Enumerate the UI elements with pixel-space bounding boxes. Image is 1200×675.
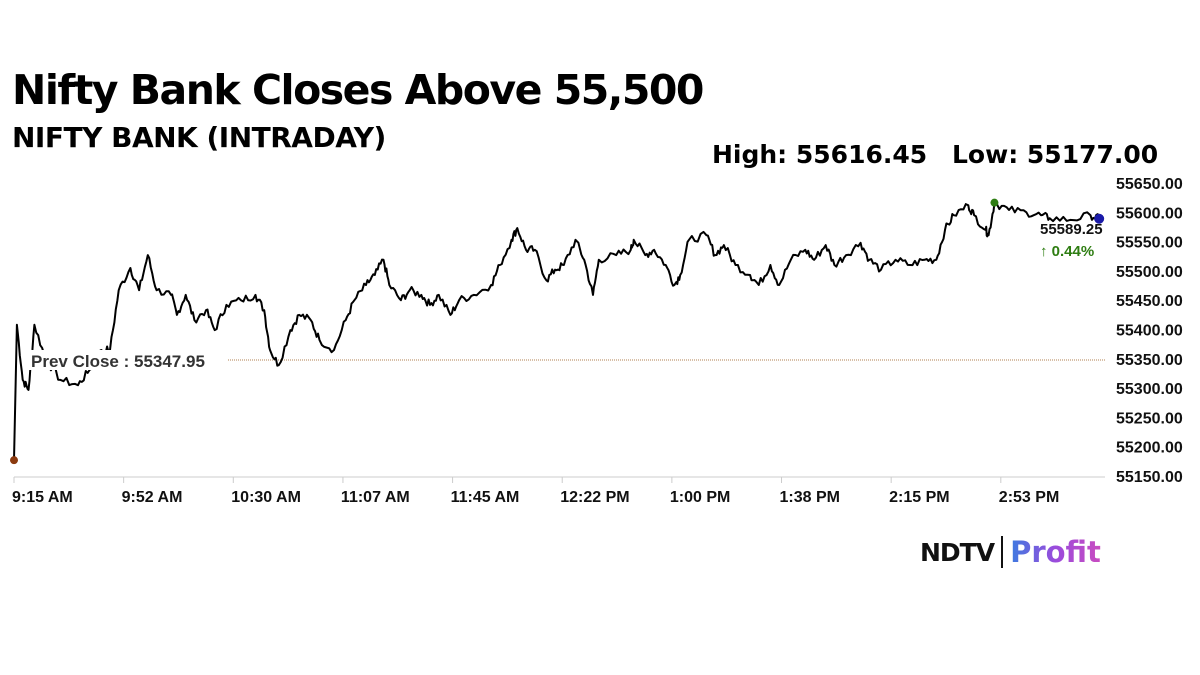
y-tick-label: 55450.00 (1116, 293, 1183, 310)
low-label: Low: 55177.00 (952, 140, 1159, 169)
x-tick-label: 11:45 AM (451, 489, 520, 506)
y-tick-label: 55600.00 (1116, 205, 1183, 222)
y-tick-label: 55500.00 (1116, 264, 1183, 281)
x-tick-label: 10:30 AM (231, 489, 301, 506)
low-marker (10, 456, 18, 465)
y-tick-label: 55550.00 (1116, 235, 1183, 252)
x-tick-label: 1:00 PM (670, 489, 730, 506)
logo-profit: Profit (1010, 535, 1101, 569)
x-tick-label: 12:22 PM (560, 489, 629, 506)
x-tick-label: 1:38 PM (780, 489, 840, 506)
x-tick-label: 2:53 PM (999, 489, 1059, 506)
ndtv-profit-logo: NDTV Profit (920, 534, 1101, 570)
high-label: High: 55616.45 (712, 140, 928, 169)
x-tick-label: 11:07 AM (341, 489, 410, 506)
x-tick-label: 9:52 AM (122, 489, 183, 506)
y-tick-label: 55400.00 (1116, 323, 1183, 340)
price-line (13, 201, 1101, 461)
y-tick-label: 55250.00 (1116, 410, 1183, 427)
y-tick-label: 55650.00 (1116, 176, 1183, 193)
last-price-marker (1094, 213, 1105, 224)
y-tick-label: 55200.00 (1116, 440, 1183, 457)
x-tick-label: 2:15 PM (889, 489, 949, 506)
logo-divider (1001, 536, 1004, 568)
prev-close-label: Prev Close : 55347.95 (31, 352, 205, 371)
chart-subtitle: NIFTY BANK (INTRADAY) (12, 121, 386, 154)
high-marker (990, 198, 999, 207)
last-value-label: 55589.25 (1040, 221, 1103, 238)
x-tick-label: 9:15 AM (12, 489, 73, 506)
prev-close-label-bg (28, 350, 224, 371)
y-tick-label: 55300.00 (1116, 381, 1183, 398)
chart-title: Nifty Bank Closes Above 55,500 (12, 66, 704, 114)
y-tick-label: 55350.00 (1116, 352, 1183, 369)
y-tick-label: 55150.00 (1116, 469, 1183, 486)
logo-ndtv: NDTV (920, 537, 995, 567)
change-label: ↑ 0.44% (1040, 243, 1094, 260)
